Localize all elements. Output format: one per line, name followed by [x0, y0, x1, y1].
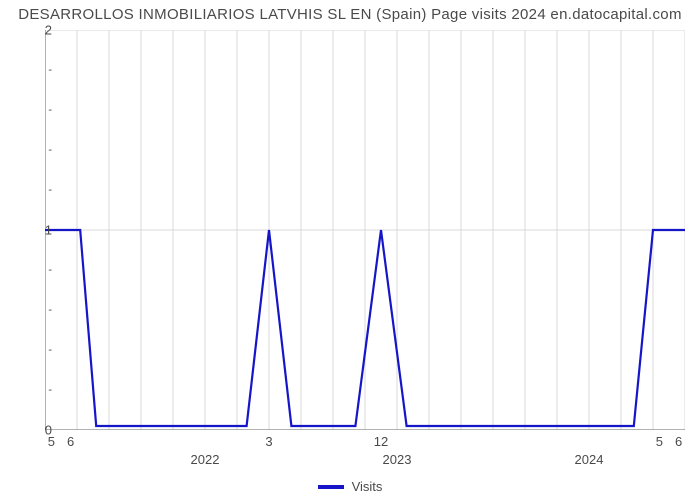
legend-label: Visits: [352, 479, 383, 494]
y-minor-tick: -: [48, 264, 52, 276]
chart-svg: [45, 30, 685, 430]
y-minor-tick: -: [48, 304, 52, 316]
y-minor-tick: -: [48, 144, 52, 156]
y-minor-tick: -: [48, 184, 52, 196]
chart-plot-area: [45, 30, 685, 430]
y-minor-tick: -: [48, 384, 52, 396]
y-tick-label: 1: [45, 223, 52, 238]
x-value-label: 5: [656, 434, 663, 449]
x-value-label: 12: [374, 434, 388, 449]
x-value-label: 6: [675, 434, 682, 449]
x-value-label: 3: [265, 434, 272, 449]
x-year-label: 2022: [191, 452, 220, 467]
y-minor-tick: -: [48, 104, 52, 116]
x-year-label: 2024: [575, 452, 604, 467]
chart-title: DESARROLLOS INMOBILIARIOS LATVHIS SL EN …: [0, 6, 700, 23]
y-minor-tick: -: [48, 344, 52, 356]
chart-legend: Visits: [0, 479, 700, 494]
y-minor-tick: -: [48, 64, 52, 76]
x-year-label: 2023: [383, 452, 412, 467]
legend-swatch: [318, 485, 344, 489]
y-tick-label: 2: [45, 23, 52, 38]
x-value-label: 5: [48, 434, 55, 449]
x-value-label: 6: [67, 434, 74, 449]
